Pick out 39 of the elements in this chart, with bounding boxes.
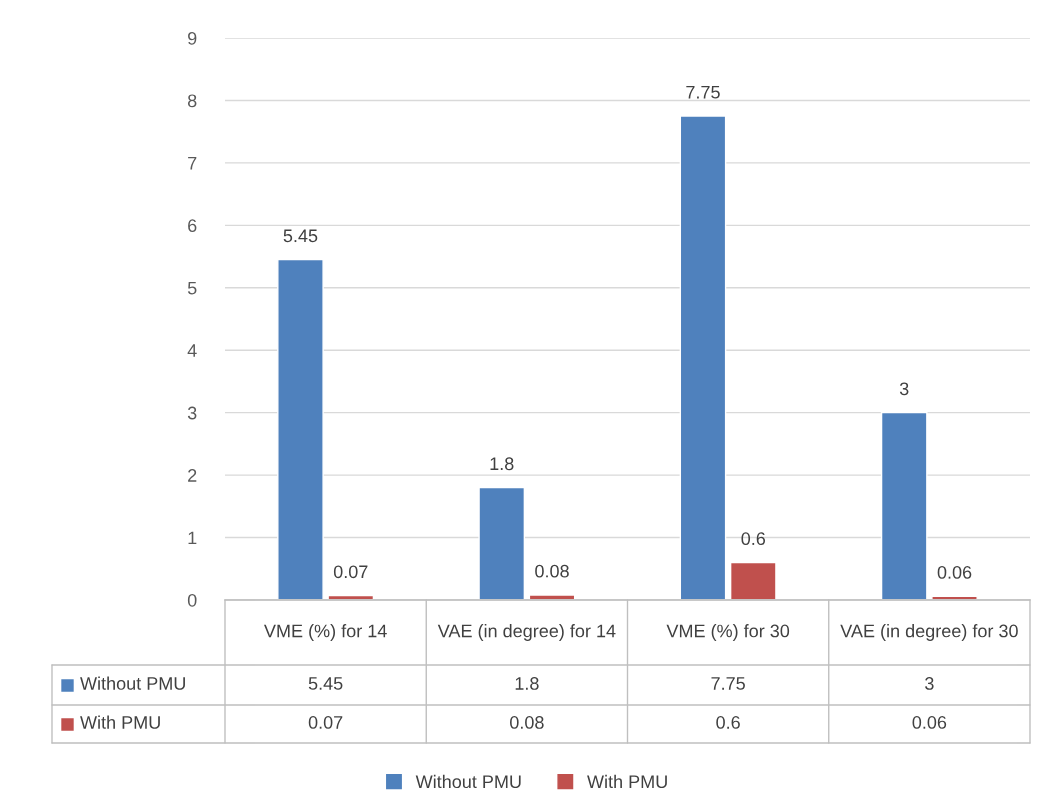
y-tick-label: 2 (188, 469, 197, 482)
text: 0.6 (716, 716, 740, 729)
x-tick-label: VME (%) for 14 (264, 624, 387, 641)
text: 7.75 (711, 677, 745, 690)
text: 0.08 (510, 716, 544, 729)
y-tick-label: 0 (187, 593, 197, 607)
bar (679, 115, 727, 600)
text: 5.45 (308, 677, 343, 690)
text: With PMU (80, 715, 160, 729)
y-tick-label: 8 (187, 94, 197, 108)
data-label: 7.75 (686, 86, 720, 99)
legend-label: Without PMU (80, 676, 185, 690)
text: 1.8 (515, 677, 539, 690)
y-tick-label: 5 (187, 281, 197, 295)
text: 0.07 (308, 716, 343, 729)
data-label: 3 (899, 382, 909, 396)
text: Without PMU (415, 774, 521, 789)
data-label: 0.07 (333, 565, 368, 579)
y-tick-label: 6 (188, 219, 197, 233)
y-tick-label: 3 (187, 406, 197, 420)
data-label: 0.6 (741, 532, 766, 546)
bar (277, 258, 324, 600)
text: 3 (925, 677, 934, 690)
bar (729, 561, 777, 600)
y-tick-label: 4 (187, 344, 197, 357)
x-tick-label: VAE (in degree) for 30 (840, 624, 1018, 641)
x-tick-label: VAE (in degree) for 14 (437, 624, 616, 641)
data-label: 0.06 (937, 566, 972, 579)
legend-label: With PMU (587, 774, 667, 789)
y-tick-label: 1 (188, 531, 197, 545)
data-label: 5.45 (283, 229, 318, 243)
x-tick-label: VME (%) for 30 (666, 624, 790, 641)
bar (478, 486, 526, 600)
data-label: 0.08 (535, 564, 569, 578)
y-tick-label: 7 (188, 157, 197, 170)
bar (880, 411, 928, 600)
y-tick-label: 9 (188, 31, 197, 45)
text: 0.06 (912, 716, 947, 729)
data-label: 1.8 (490, 457, 514, 471)
